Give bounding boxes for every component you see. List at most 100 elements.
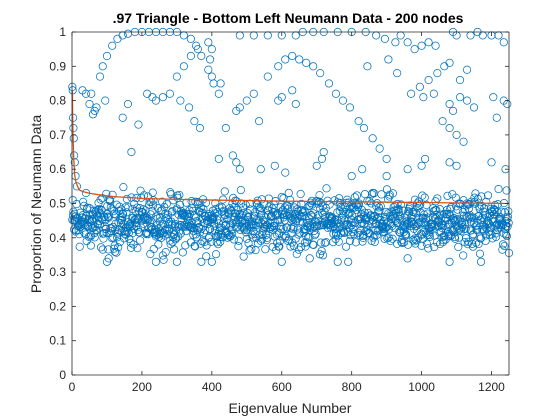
scatter-point [453,224,462,234]
scatter-point [75,242,84,251]
scatter-point [133,215,142,224]
scatter-point [374,207,383,216]
scatter-point [418,191,427,200]
scatter-point [254,202,263,211]
scatter-point [386,236,395,246]
y-tick-label: 0.4 [49,231,66,245]
scatter-point [407,212,416,221]
scatter-point [149,244,158,254]
scatter-point [425,232,435,241]
scatter-point [309,62,318,71]
scatter-point [455,225,464,235]
scatter-point [145,218,155,227]
scatter-point [421,154,430,163]
mean-line-series [71,90,510,205]
scatter-point [216,79,225,88]
scatter-point [445,158,454,167]
scatter-point [445,257,454,266]
scatter-point [344,210,353,219]
scatter-point [448,227,457,236]
scatter-point [195,123,205,133]
scatter-point [260,222,270,231]
scatter-point [472,238,481,247]
scatter-point [393,199,402,209]
scatter-point [170,245,179,254]
scatter-point [165,89,174,98]
scatter-point [114,243,123,252]
scatter-point [214,89,223,98]
scatter-point [499,38,508,47]
scatter-point [445,99,454,109]
scatter-point [98,62,107,71]
scatter-point [461,220,470,229]
scatter-point [297,199,306,208]
scatter-point [313,199,322,208]
scatter-point [234,242,243,251]
scatter-point [403,254,412,263]
scatter-point [104,213,113,222]
scatter-point [256,207,265,216]
scatter-point [340,216,350,225]
x-tick-label: 200 [132,380,152,394]
scatter-point [436,210,445,219]
scatter-point [179,62,188,71]
scatter-point [451,234,460,243]
scatter-point [275,215,284,225]
scatter-point [138,208,147,217]
scatter-point [291,99,300,109]
scatter-point [492,113,501,122]
scatter-point [80,228,89,237]
scatter-point [374,203,384,212]
scatter-point [419,213,428,222]
y-tick-label: 0.6 [49,162,66,176]
scatter-point [232,197,241,206]
scatter-point [174,232,183,241]
scatter-point [459,137,468,146]
scatter-point [148,207,157,216]
scatter-point [87,89,96,98]
scatter-point [249,89,258,98]
scatter-point [299,211,308,220]
scatter-point [495,212,504,222]
scatter-point [305,254,314,263]
scatter-point [212,238,221,247]
scatter-point [190,117,199,126]
scatter-point [149,201,158,210]
scatter-point [204,38,213,47]
scatter-point [286,195,295,205]
scatter-point [351,238,360,247]
scatter-point [123,99,133,109]
scatter-point [191,197,200,206]
scatter-point [207,45,216,54]
scatter-point [465,199,474,209]
scatter-point [325,200,334,209]
y-tick-label: 0.8 [49,94,66,108]
y-tick-label: 0.7 [49,128,66,142]
scatter-point [353,200,362,209]
scatter-point [186,34,195,43]
scatter-point [211,250,221,259]
scatter-point [350,193,359,202]
scatter-point [122,194,131,204]
scatter-point [363,62,372,71]
scatter-point [391,38,400,47]
scatter-point [412,235,421,245]
scatter-point [193,45,202,54]
scatter-point [316,69,325,78]
scatter-point [315,191,324,200]
scatter-point [270,161,279,170]
scatter-point [498,240,508,249]
scatter-point [468,231,477,240]
scatter-point [329,238,338,247]
scatter-point [173,193,182,202]
scatter-point [256,165,265,174]
scatter-point [464,204,473,213]
scatter-point [382,154,391,163]
scatter-point [448,106,458,115]
scatter-point [504,207,513,216]
x-tick-label: 400 [202,380,222,394]
scatter-point [246,205,255,214]
scatter-point [220,187,229,196]
axes: 0 200 400 600 800 1000 1200 0 0.1 0.2 0.3 0.4 0.5 0.6… [49,25,510,394]
scatter-point [247,244,256,254]
